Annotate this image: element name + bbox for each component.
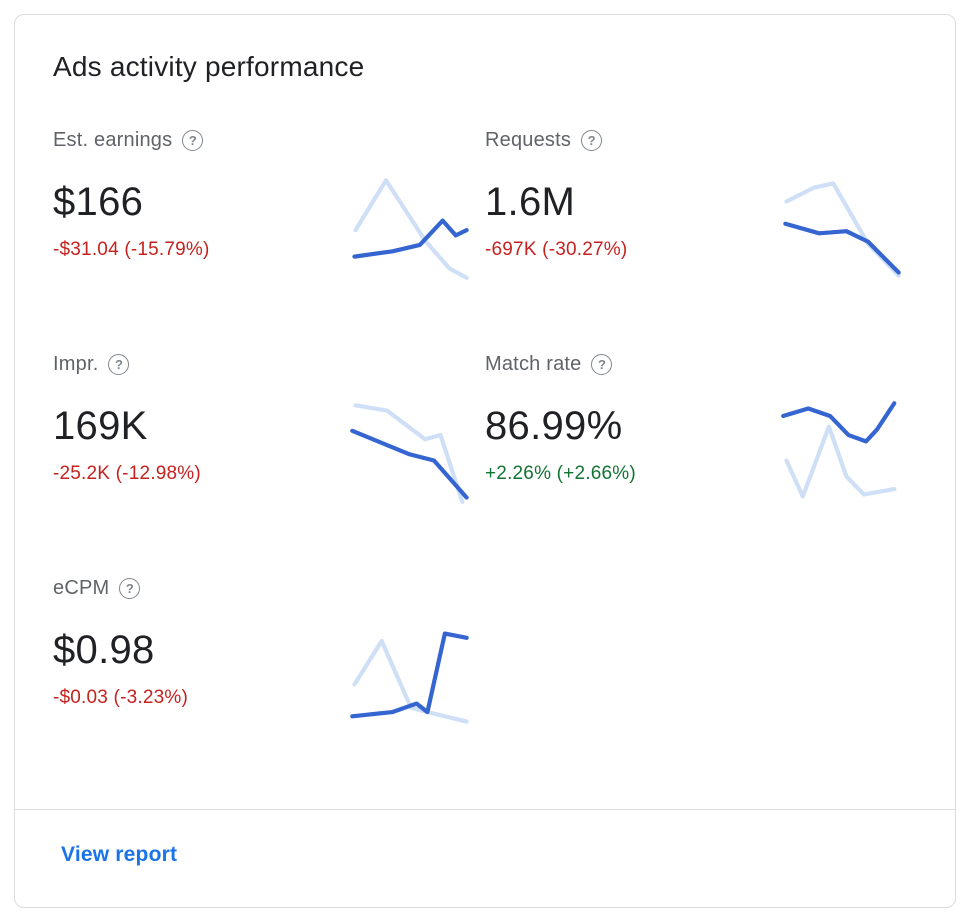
metric-change: -$31.04 (-15.79%) (53, 239, 210, 260)
metric-ecpm: eCPM ? $0.98 -$0.03 (-3.23%) (53, 577, 485, 733)
metric-label: Requests (485, 129, 572, 151)
sparkline-impressions (349, 399, 471, 505)
metric-label-row: Impr. ? (53, 353, 201, 376)
metric-label-row: Requests ? (485, 129, 627, 152)
metric-text: Requests ? 1.6M -697K (-30.27%) (485, 129, 627, 261)
metric-requests: Requests ? 1.6M -697K (-30.27%) (485, 129, 917, 285)
sparkline-requests (781, 175, 903, 281)
card-body: Ads activity performance Est. earnings ?… (15, 15, 955, 809)
card-footer: View report (15, 809, 955, 907)
metric-est-earnings: Est. earnings ? $166 -$31.04 (-15.79%) (53, 129, 485, 285)
metric-match-rate: Match rate ? 86.99% +2.26% (+2.66%) (485, 353, 917, 509)
metric-label: Impr. (53, 353, 99, 375)
metric-text: Est. earnings ? $166 -$31.04 (-15.79%) (53, 129, 210, 261)
help-icon[interactable]: ? (108, 354, 130, 375)
metric-value: 1.6M (485, 180, 576, 224)
sparkline-ecpm (349, 623, 471, 729)
metric-label-row: Est. earnings ? (53, 129, 210, 152)
metric-text: Impr. ? 169K -25.2K (-12.98%) (53, 353, 201, 485)
metric-label-row: eCPM ? (53, 577, 188, 600)
help-icon[interactable]: ? (591, 354, 613, 375)
sparkline-est-earnings (349, 175, 471, 281)
help-icon[interactable]: ? (119, 578, 141, 599)
metric-change: -$0.03 (-3.23%) (53, 687, 189, 708)
metric-text: eCPM ? $0.98 -$0.03 (-3.23%) (53, 577, 188, 709)
metric-label-row: Match rate ? (485, 353, 636, 376)
metric-value: $0.98 (53, 628, 155, 672)
metric-change: +2.26% (+2.66%) (485, 463, 636, 484)
metric-change: -25.2K (-12.98%) (53, 463, 201, 484)
card-title: Ads activity performance (53, 51, 365, 82)
ads-activity-card: Ads activity performance Est. earnings ?… (14, 14, 956, 908)
metric-value: 169K (53, 404, 148, 448)
help-icon[interactable]: ? (581, 130, 603, 151)
metric-label: Match rate (485, 353, 582, 375)
view-report-link[interactable]: View report (61, 843, 178, 866)
metrics-grid: Est. earnings ? $166 -$31.04 (-15.79%) R… (53, 129, 917, 733)
metric-impressions: Impr. ? 169K -25.2K (-12.98%) (53, 353, 485, 509)
help-icon[interactable]: ? (182, 130, 204, 151)
metric-change: -697K (-30.27%) (485, 239, 628, 260)
metric-label: Est. earnings (53, 129, 173, 151)
metric-value: $166 (53, 180, 144, 224)
sparkline-match-rate (781, 399, 903, 505)
metric-text: Match rate ? 86.99% +2.26% (+2.66%) (485, 353, 636, 485)
metric-value: 86.99% (485, 404, 623, 448)
metric-label: eCPM (53, 577, 110, 599)
